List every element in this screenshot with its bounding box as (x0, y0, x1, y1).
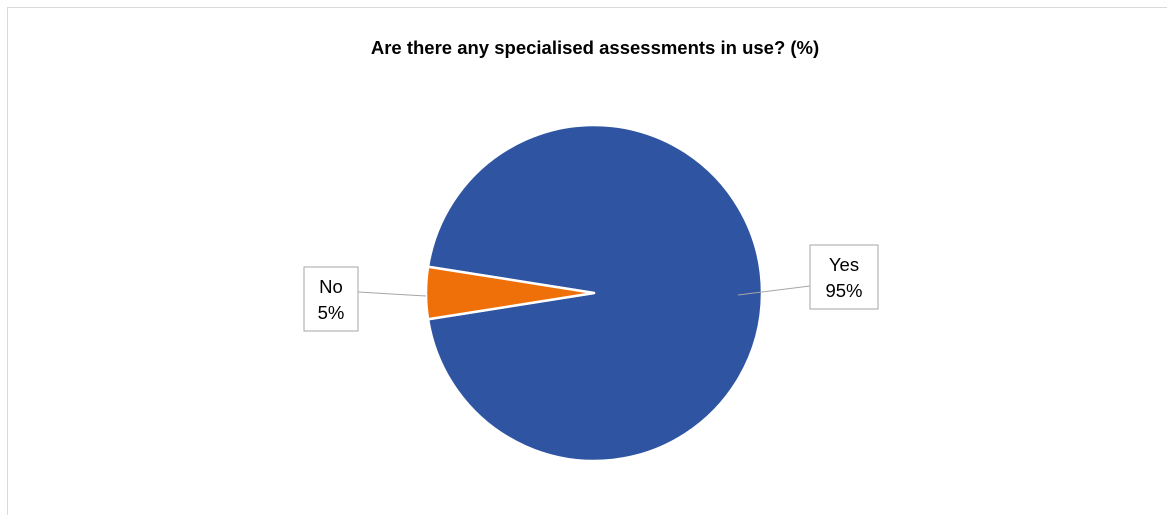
pie-slice-no (424, 265, 596, 321)
data-label-value-yes: 95% (825, 280, 862, 301)
data-label-box-yes (809, 244, 879, 310)
leader-line-yes (737, 285, 811, 296)
data-label-value-no: 5% (318, 302, 345, 323)
chart-title: Are there any specialised assessments in… (370, 37, 820, 58)
data-label-category-no: No (319, 276, 343, 297)
leader-line-no (357, 291, 427, 297)
data-label-box-no (303, 266, 359, 332)
data-label-category-yes: Yes (829, 254, 859, 275)
